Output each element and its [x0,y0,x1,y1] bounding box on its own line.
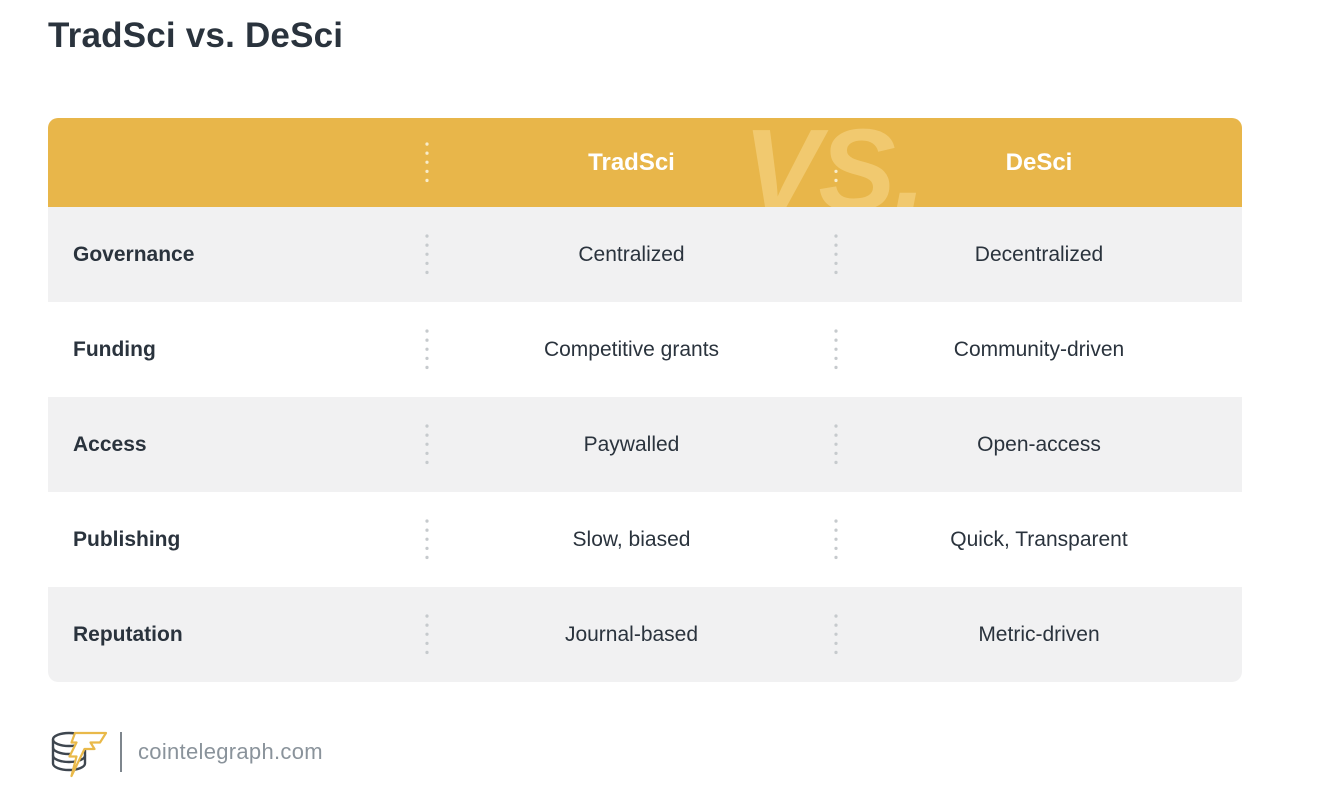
desci-value: Quick, Transparent [950,527,1128,551]
footer-divider [120,732,122,772]
table-row-funding: Funding Competitive grants Community-dri… [48,302,1242,397]
comparison-table: VS. TradSci DeSci Governance Centralized… [48,118,1242,682]
row-label: Reputation [73,622,183,646]
footer-branding: cointelegraph.com [48,726,1334,778]
infographic-page: TradSci vs. DeSci VS. TradSci DeSci Gove… [48,16,1334,778]
row-label: Governance [73,242,195,266]
row-label: Funding [73,337,156,361]
tradsci-value: Journal-based [564,622,699,646]
row-label: Access [73,432,147,456]
header-desci: DeSci [1005,148,1073,176]
table-row-publishing: Publishing Slow, biased Quick, Transpare… [48,492,1242,587]
tradsci-value: Centralized [578,242,685,266]
table-row-governance: Governance Centralized Decentralized [48,207,1242,302]
tradsci-value: Paywalled [583,432,680,456]
header-tradsci: TradSci [588,148,675,176]
desci-value: Community-driven [953,337,1125,361]
tradsci-value: Slow, biased [572,527,691,551]
table-row-access: Access Paywalled Open-access [48,397,1242,492]
tradsci-value: Competitive grants [543,337,720,361]
cointelegraph-logo-icon [51,731,108,778]
table-row-reputation: Reputation Journal-based Metric-driven [48,587,1242,682]
desci-value: Open-access [977,432,1101,456]
row-label: Publishing [73,527,181,551]
page-title: TradSci vs. DeSci [48,16,344,55]
desci-value: Decentralized [974,242,1104,266]
table-header-row: VS. TradSci DeSci [48,118,1242,207]
footer-site-label: cointelegraph.com [138,739,323,764]
desci-value: Metric-driven [978,622,1100,646]
